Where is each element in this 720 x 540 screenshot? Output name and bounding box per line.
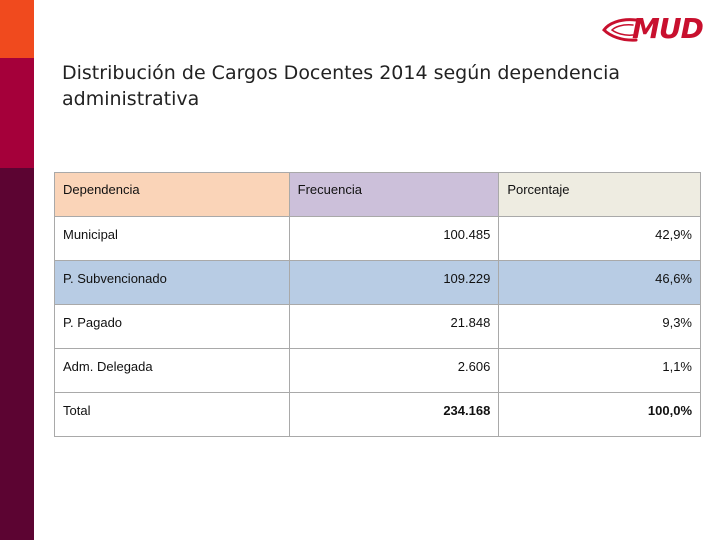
row-frecuencia: 109.229 [288,260,500,305]
table-row: P. Subvencionado 109.229 46,6% [54,260,701,305]
table-row: Adm. Delegada 2.606 1,1% [54,348,701,393]
total-label: Total [54,392,290,437]
header-dependencia: Dependencia [54,172,290,217]
logo-swoosh-icon [602,18,638,42]
header-frecuencia: Frecuencia [288,172,500,217]
row-frecuencia: 2.606 [288,348,500,393]
sidebar-band-maroon [0,168,34,540]
row-porcentaje: 9,3% [498,304,701,349]
row-frecuencia: 100.485 [288,216,500,261]
row-frecuencia: 21.848 [288,304,500,349]
logo-text: MUD [632,12,704,45]
header-porcentaje: Porcentaje [498,172,701,217]
row-dependencia: Municipal [54,216,290,261]
total-porcentaje: 100,0% [498,392,701,437]
page-title: Distribución de Cargos Docentes 2014 seg… [62,62,621,110]
row-porcentaje: 46,6% [498,260,701,305]
row-dependencia: Adm. Delegada [54,348,290,393]
row-dependencia: P. Pagado [54,304,290,349]
sidebar-band-orange [0,0,34,58]
row-porcentaje: 1,1% [498,348,701,393]
row-porcentaje: 42,9% [498,216,701,261]
table-row: P. Pagado 21.848 9,3% [54,304,701,349]
row-dependencia: P. Subvencionado [54,260,290,305]
sidebar-decoration [0,0,34,540]
table-total-row: Total 234.168 100,0% [54,392,701,437]
mud-logo: MUD [600,10,712,50]
total-frecuencia: 234.168 [288,392,500,437]
sidebar-band-crimson [0,58,34,168]
table-row: Municipal 100.485 42,9% [54,216,701,261]
table-header-row: Dependencia Frecuencia Porcentaje [54,172,701,217]
distribution-table: Dependencia Frecuencia Porcentaje Munici… [54,172,701,437]
